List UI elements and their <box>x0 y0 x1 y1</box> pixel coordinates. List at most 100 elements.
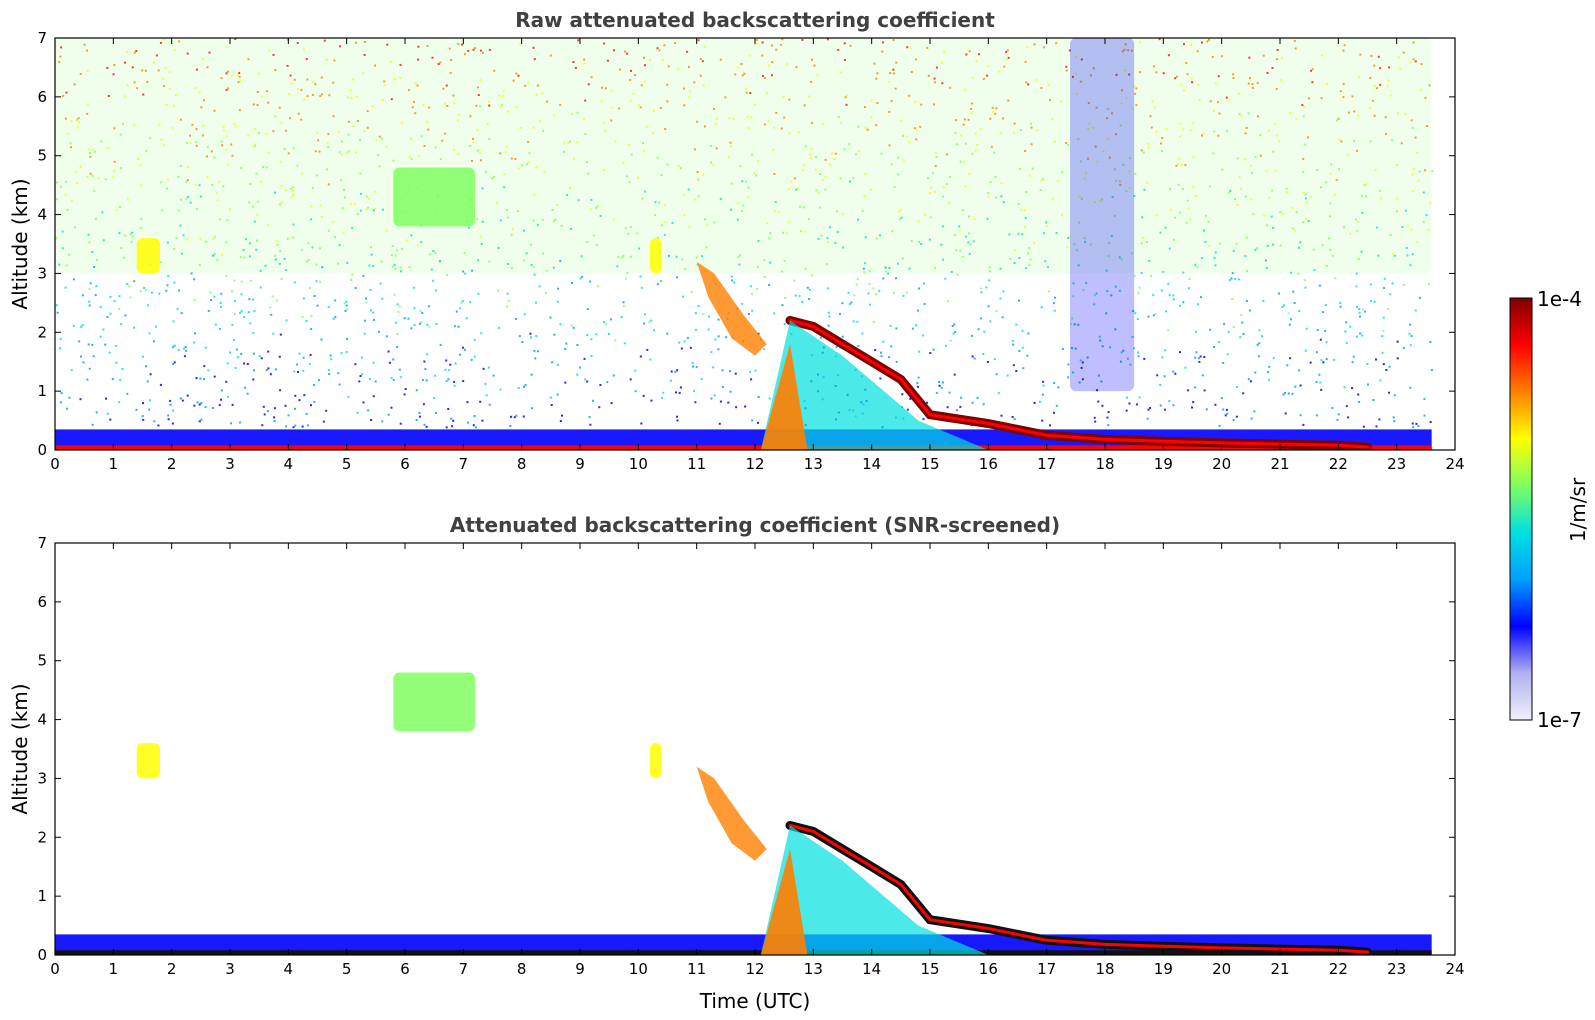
noise-pixel <box>675 391 677 394</box>
noise-pixel <box>729 370 731 373</box>
noise-pixel <box>1013 249 1016 251</box>
noise-pixel <box>264 264 267 267</box>
noise-pixel <box>983 330 986 333</box>
x-tick-label: 3 <box>225 455 235 473</box>
aerosol-patch <box>650 238 662 274</box>
noise-pixel <box>1203 229 1205 232</box>
noise-pixel <box>701 60 704 63</box>
noise-pixel <box>1416 151 1419 154</box>
noise-pixel <box>65 180 67 183</box>
noise-pixel <box>662 391 665 394</box>
noise-pixel <box>142 418 145 421</box>
noise-pixel <box>239 256 242 259</box>
noise-pixel <box>1097 374 1100 377</box>
noise-pixel <box>1212 109 1215 112</box>
noise-pixel <box>1382 329 1385 332</box>
noise-pixel <box>1025 81 1028 84</box>
noise-pixel <box>80 325 83 328</box>
noise-pixel <box>1159 384 1162 386</box>
noise-pixel <box>1242 332 1245 335</box>
noise-pixel <box>820 234 823 237</box>
noise-pixel <box>476 129 479 132</box>
noise-pixel <box>1256 81 1259 84</box>
noise-pixel <box>827 311 830 314</box>
noise-pixel <box>564 381 567 384</box>
noise-pixel <box>218 181 221 183</box>
noise-pixel <box>1017 203 1020 205</box>
noise-pixel <box>1119 183 1122 186</box>
noise-pixel <box>574 66 577 69</box>
noise-pixel <box>982 353 985 355</box>
top-panel-title: Raw attenuated backscattering coefficien… <box>515 8 995 32</box>
noise-pixel <box>345 300 348 303</box>
noise-pixel <box>1025 191 1028 193</box>
noise-pixel <box>461 300 464 303</box>
noise-pixel <box>1203 356 1206 358</box>
bottom-plot-frame <box>54 542 1456 956</box>
noise-pixel <box>697 178 700 181</box>
noise-pixel <box>411 106 414 109</box>
noise-pixel <box>1393 420 1396 423</box>
noise-pixel <box>1321 244 1324 247</box>
noise-pixel <box>934 165 937 167</box>
noise-pixel <box>410 137 412 140</box>
noise-pixel <box>563 141 566 144</box>
noise-pixel <box>109 312 112 315</box>
noise-pixel <box>897 173 900 176</box>
noise-pixel <box>696 171 699 173</box>
noise-pixel <box>995 310 998 312</box>
noise-pixel <box>1286 191 1289 194</box>
noise-pixel <box>1268 365 1271 368</box>
noise-pixel <box>1318 284 1321 287</box>
noise-pixel <box>1182 128 1185 131</box>
noise-pixel <box>1274 123 1277 126</box>
noise-pixel <box>756 42 759 45</box>
noise-pixel <box>60 392 63 395</box>
noise-pixel <box>118 295 121 298</box>
noise-pixel <box>1298 310 1301 312</box>
noise-pixel <box>218 218 221 221</box>
noise-pixel <box>332 221 335 224</box>
noise-pixel <box>296 164 299 167</box>
noise-pixel <box>809 157 812 160</box>
noise-pixel <box>875 77 878 80</box>
noise-pixel <box>1180 83 1183 86</box>
noise-pixel <box>928 192 931 195</box>
noise-pixel <box>639 106 642 109</box>
noise-pixel <box>712 366 715 369</box>
noise-pixel <box>488 138 491 140</box>
noise-pixel <box>905 135 908 138</box>
noise-pixel <box>457 152 460 155</box>
noise-pixel <box>131 231 134 234</box>
noise-pixel <box>278 106 281 109</box>
noise-pixel <box>378 330 380 333</box>
noise-pixel <box>761 41 764 44</box>
noise-pixel <box>78 340 81 343</box>
noise-pixel <box>918 241 921 243</box>
noise-pixel <box>1136 318 1139 321</box>
noise-pixel <box>1299 414 1302 417</box>
noise-pixel <box>763 77 766 80</box>
noise-pixel <box>881 50 884 53</box>
noise-pixel <box>523 385 525 388</box>
noise-pixel <box>175 237 178 240</box>
noise-pixel <box>719 58 722 61</box>
noise-pixel <box>1379 67 1382 70</box>
noise-pixel <box>1302 191 1305 194</box>
noise-pixel <box>397 310 400 313</box>
noise-pixel <box>888 110 891 113</box>
cloud-base-band-core <box>788 319 1369 449</box>
noise-pixel <box>194 183 197 186</box>
noise-pixel <box>133 124 136 127</box>
noise-pixel <box>106 146 109 149</box>
noise-pixel <box>777 210 780 213</box>
noise-pixel <box>1212 152 1215 155</box>
noise-pixel <box>1033 402 1036 404</box>
noise-pixel <box>695 328 697 331</box>
noise-pixel <box>902 294 905 297</box>
noise-pixel <box>824 158 827 161</box>
noise-pixel <box>182 234 185 237</box>
noise-pixel <box>503 186 506 189</box>
noise-pixel <box>161 209 164 212</box>
noise-pixel <box>206 146 209 149</box>
